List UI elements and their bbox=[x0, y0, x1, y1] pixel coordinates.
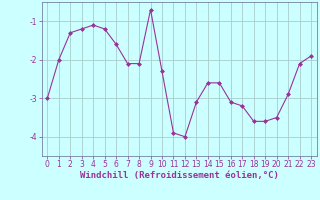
X-axis label: Windchill (Refroidissement éolien,°C): Windchill (Refroidissement éolien,°C) bbox=[80, 171, 279, 180]
